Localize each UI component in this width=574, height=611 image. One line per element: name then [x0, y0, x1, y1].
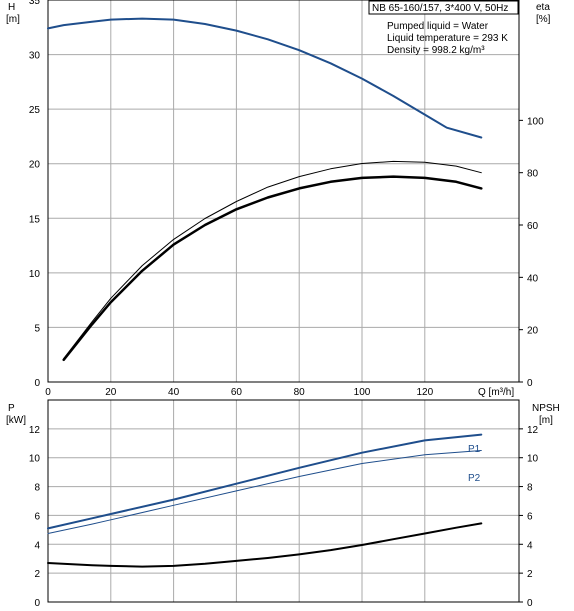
y-left-tick-label: 35	[29, 0, 41, 7]
y-left-tick-label: 20	[29, 160, 41, 171]
series-p2-line	[47, 450, 482, 534]
head-efficiency-plot-frame	[47, 0, 520, 383]
x-tick-label: 60	[231, 387, 243, 398]
head-axis-unit: [m]	[6, 14, 20, 25]
y-left-tick-label: 0	[34, 378, 40, 389]
y-right-tick-label: 0	[527, 598, 533, 609]
power-npsh-ticks: 0 2 4 6 8 10 12 0 2 4 6 8 10 12	[29, 425, 539, 609]
head-axis-title: H	[8, 2, 15, 13]
series-p1-line	[47, 433, 483, 530]
npsh-axis-unit: [m]	[539, 415, 553, 426]
head-efficiency-series-2-line	[62, 175, 483, 362]
y-left-tick-label: 12	[29, 425, 41, 436]
y-right-tick-label: 2	[527, 569, 533, 580]
x-tick-label: 0	[45, 387, 51, 398]
power-npsh-grid	[48, 400, 519, 602]
power-npsh-series-2-line	[47, 522, 483, 568]
head-efficiency-series-0-line	[47, 17, 483, 139]
head-efficiency-series-1-line	[63, 160, 482, 359]
y-right-tick-label: 6	[527, 511, 533, 522]
info-line-2: Liquid temperature = 293 K	[387, 33, 508, 44]
y-right-tick-label: 100	[527, 116, 544, 127]
y-left-tick-label: 15	[29, 214, 41, 225]
series-label-p2: P2	[468, 473, 481, 484]
power-npsh-plot-frame	[47, 399, 520, 603]
y-right-tick-label: 80	[527, 169, 539, 180]
x-tick-label: 40	[168, 387, 180, 398]
y-right-tick-label: 12	[527, 425, 539, 436]
y-left-tick-label: 0	[34, 598, 40, 609]
y-left-tick-label: 30	[29, 51, 41, 62]
flow-axis-label: Q [m³/h]	[478, 387, 514, 398]
x-tick-label: 20	[105, 387, 117, 398]
x-tick-label: 120	[416, 387, 433, 398]
power-npsh-series	[47, 433, 483, 568]
eta-axis-title: eta	[536, 2, 550, 13]
y-right-tick-label: 60	[527, 221, 539, 232]
y-right-tick-label: 4	[527, 540, 533, 551]
info-line-1: Pumped liquid = Water	[387, 21, 489, 32]
y-left-tick-label: 10	[29, 454, 41, 465]
head-efficiency-grid	[48, 0, 519, 382]
series-label-p1: P1	[468, 444, 481, 455]
y-left-tick-label: 4	[34, 540, 40, 551]
y-right-tick-label: 0	[527, 378, 533, 389]
y-left-tick-label: 8	[34, 483, 40, 494]
info-title: NB 65-160/157, 3*400 V, 50Hz	[372, 3, 508, 14]
y-right-tick-label: 20	[527, 326, 539, 337]
y-left-tick-label: 6	[34, 511, 40, 522]
y-right-tick-label: 8	[527, 483, 533, 494]
info-line-3: Density = 998.2 kg/m³	[387, 45, 485, 56]
y-left-tick-label: 2	[34, 569, 40, 580]
power-axis-title: P	[8, 403, 15, 414]
npsh-axis-title: NPSH	[532, 403, 560, 414]
head-efficiency-ticks: 0 5 10 15 20 25 30 35 0 20 40 60 80 100 0 20 40 60 80 100 12…	[29, 0, 544, 398]
head-efficiency-series	[47, 17, 483, 362]
y-left-tick-label: 10	[29, 269, 41, 280]
x-tick-label: 80	[294, 387, 306, 398]
info-title-box	[368, 0, 519, 15]
y-right-tick-label: 40	[527, 273, 539, 284]
x-tick-label: 100	[354, 387, 371, 398]
y-left-tick-label: 25	[29, 105, 41, 116]
y-right-tick-label: 10	[527, 454, 539, 465]
power-axis-unit: [kW]	[6, 415, 26, 426]
eta-axis-unit: [%]	[536, 14, 551, 25]
y-left-tick-label: 5	[34, 323, 40, 334]
